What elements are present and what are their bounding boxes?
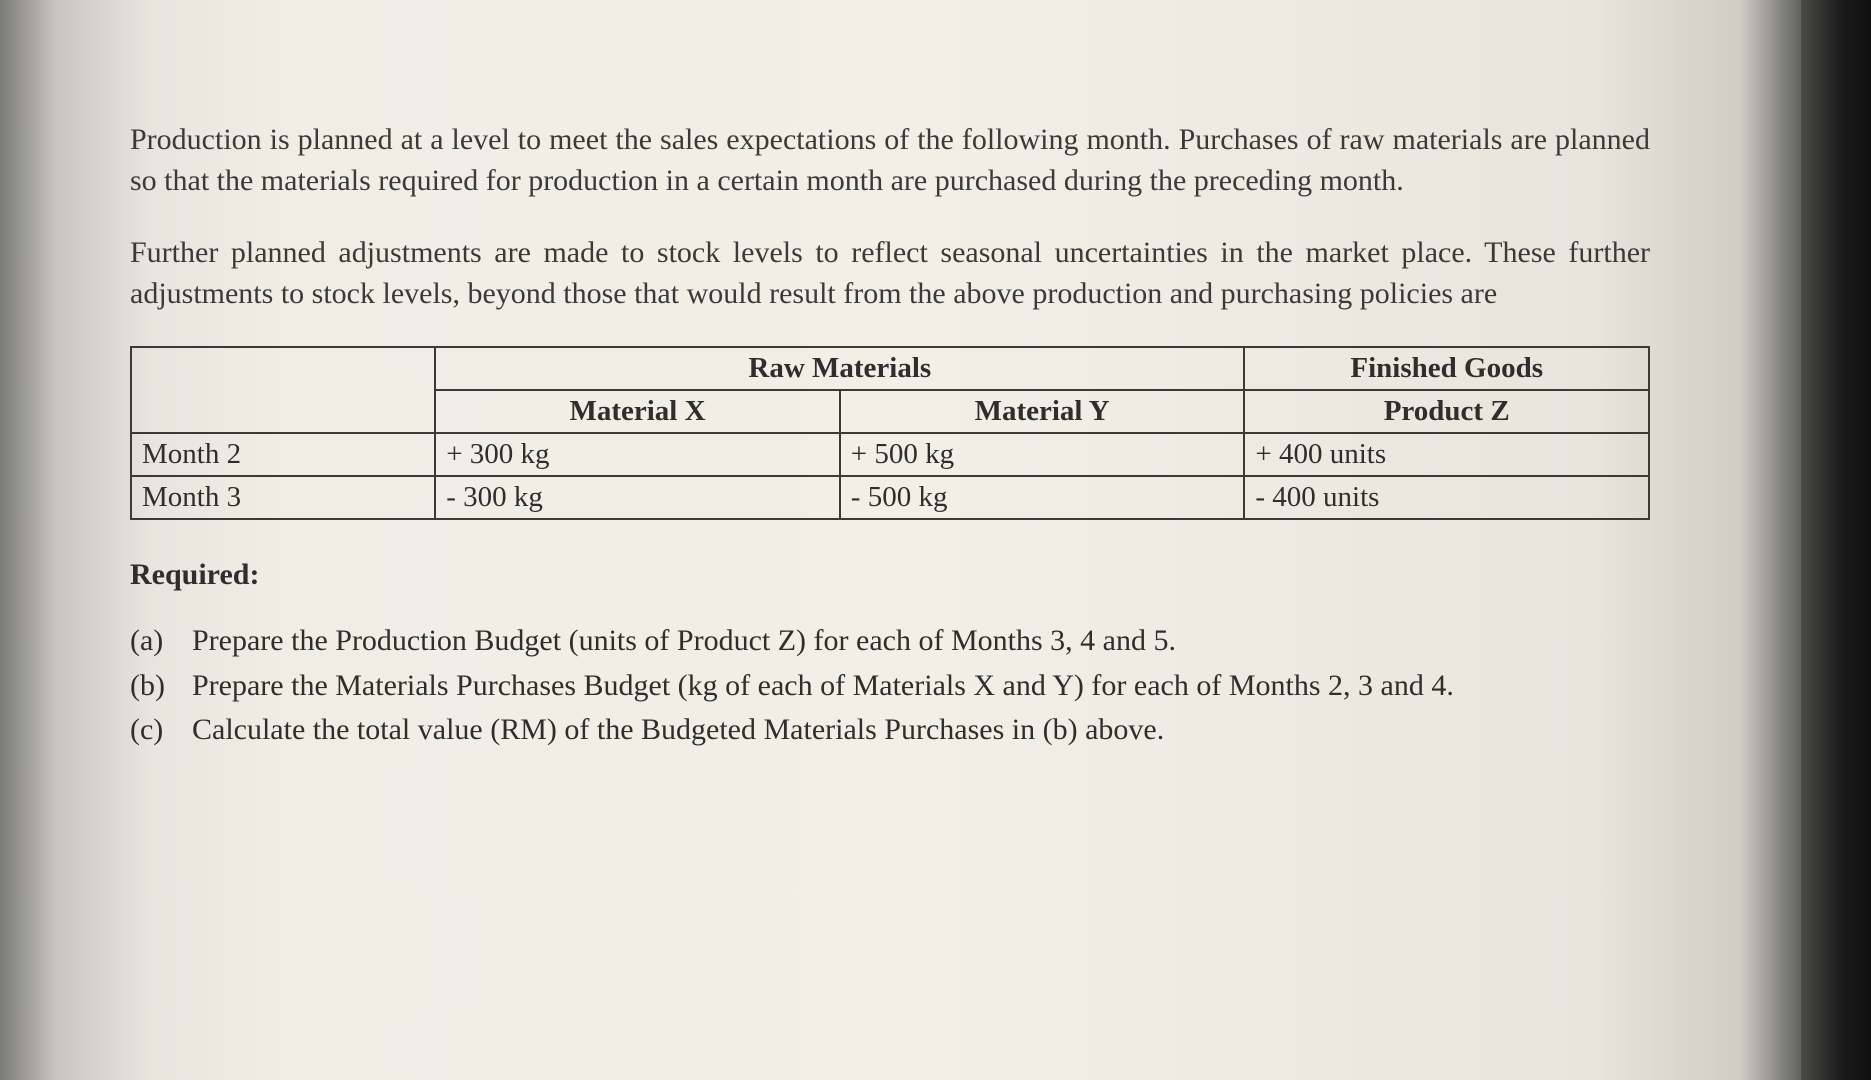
table-subheader-material-x: Material X bbox=[435, 390, 840, 433]
required-letter: (b) bbox=[130, 665, 192, 708]
cell-mat-y: - 500 kg bbox=[840, 476, 1245, 519]
required-letter: (a) bbox=[130, 620, 192, 663]
table-subheader-product-z: Product Z bbox=[1244, 390, 1649, 433]
required-text: Prepare the Materials Purchases Budget (… bbox=[192, 665, 1650, 708]
table-row: Month 3 - 300 kg - 500 kg - 400 units bbox=[131, 476, 1649, 519]
table-header-blank bbox=[131, 347, 435, 433]
required-text: Calculate the total value (RM) of the Bu… bbox=[192, 709, 1650, 752]
cell-mat-y: + 500 kg bbox=[840, 433, 1245, 476]
required-item-c: (c) Calculate the total value (RM) of th… bbox=[130, 709, 1650, 752]
document-page: Production is planned at a level to meet… bbox=[0, 0, 1780, 1080]
cell-period: Month 2 bbox=[131, 433, 435, 476]
page-edge-shadow bbox=[1801, 0, 1871, 1080]
cell-period: Month 3 bbox=[131, 476, 435, 519]
stock-adjustments-table: Raw Materials Finished Goods Material X … bbox=[130, 346, 1650, 520]
required-list: (a) Prepare the Production Budget (units… bbox=[130, 620, 1650, 752]
cell-mat-x: + 300 kg bbox=[435, 433, 840, 476]
required-letter: (c) bbox=[130, 709, 192, 752]
cell-mat-x: - 300 kg bbox=[435, 476, 840, 519]
table-header-finished-goods: Finished Goods bbox=[1244, 347, 1649, 390]
required-item-a: (a) Prepare the Production Budget (units… bbox=[130, 620, 1650, 663]
required-heading: Required: bbox=[130, 558, 1650, 592]
table-header-raw-materials: Raw Materials bbox=[435, 347, 1244, 390]
intro-paragraph-2: Further planned adjustments are made to … bbox=[130, 233, 1650, 314]
cell-prod-z: + 400 units bbox=[1244, 433, 1649, 476]
intro-paragraph-1: Production is planned at a level to meet… bbox=[130, 120, 1650, 201]
cell-prod-z: - 400 units bbox=[1244, 476, 1649, 519]
required-text: Prepare the Production Budget (units of … bbox=[192, 620, 1650, 663]
table-row: Month 2 + 300 kg + 500 kg + 400 units bbox=[131, 433, 1649, 476]
table-subheader-material-y: Material Y bbox=[840, 390, 1245, 433]
required-item-b: (b) Prepare the Materials Purchases Budg… bbox=[130, 665, 1650, 708]
